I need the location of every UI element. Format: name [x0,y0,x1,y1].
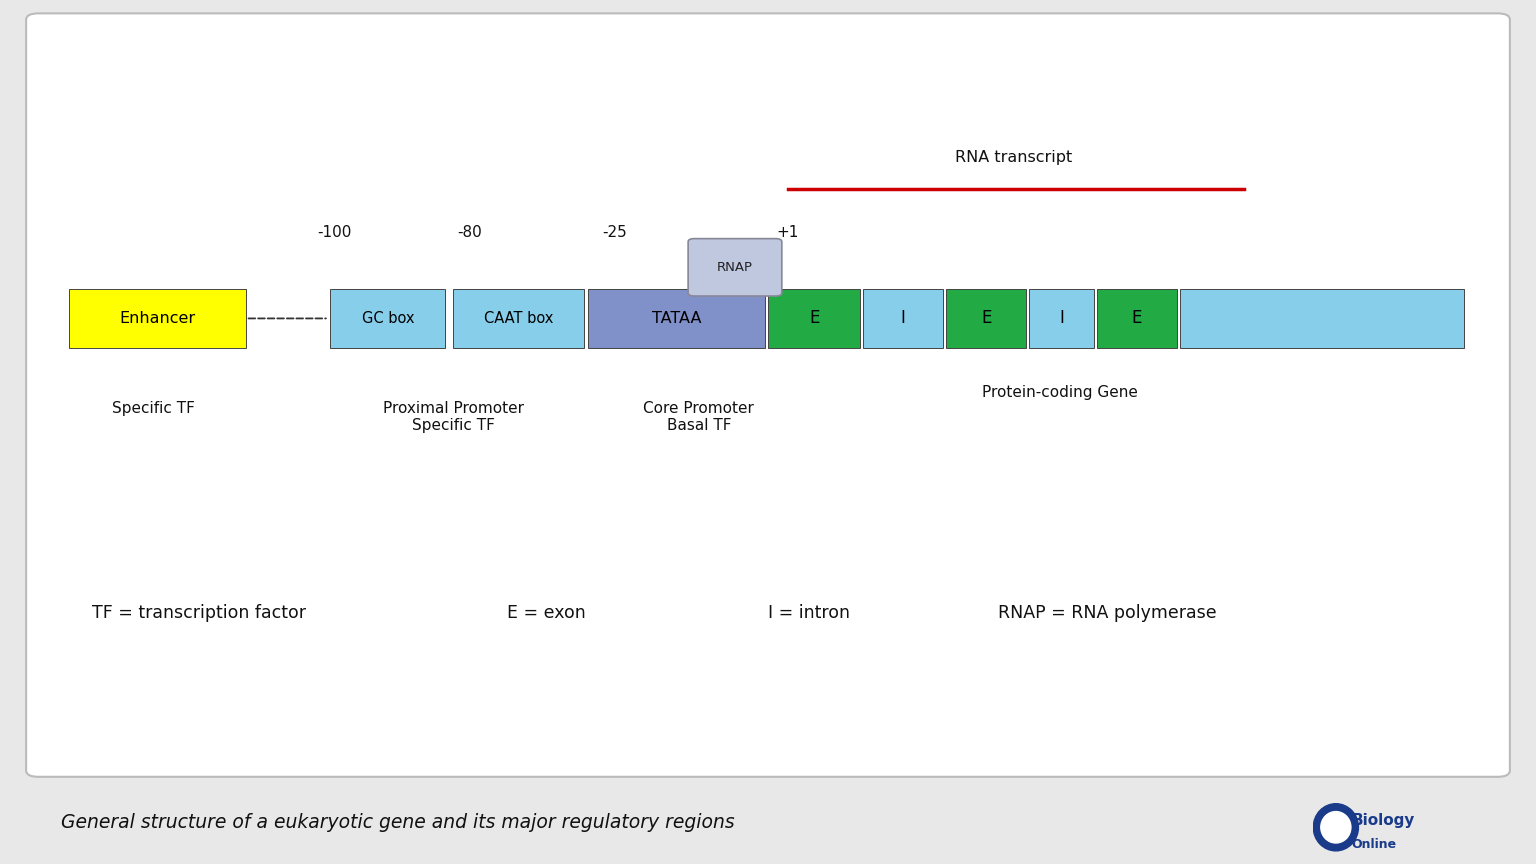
Text: Core Promoter
Basal TF: Core Promoter Basal TF [644,401,754,434]
Text: RNAP: RNAP [717,261,753,274]
Text: CAAT box: CAAT box [484,311,553,326]
Text: -80: -80 [458,225,482,240]
Bar [330,289,445,348]
Bar [69,289,246,348]
Text: E: E [1132,309,1141,327]
Bar [863,289,943,348]
Text: Proximal Promoter
Specific TF: Proximal Promoter Specific TF [382,401,524,434]
Text: -100: -100 [318,225,352,240]
Text: Online: Online [1352,838,1396,852]
Text: RNAP = RNA polymerase: RNAP = RNA polymerase [998,604,1217,622]
Text: TF = transcription factor: TF = transcription factor [92,604,306,622]
Text: RNA transcript: RNA transcript [955,150,1072,165]
FancyBboxPatch shape [26,13,1510,777]
Text: E = exon: E = exon [507,604,585,622]
Bar [1097,289,1177,348]
Text: I: I [900,309,906,327]
Bar [1029,289,1094,348]
FancyBboxPatch shape [688,238,782,296]
Text: -25: -25 [602,225,627,240]
Text: Biology: Biology [1352,813,1415,829]
Bar [946,289,1026,348]
Bar [453,289,584,348]
Text: TATAA: TATAA [651,311,702,326]
Text: +1: +1 [777,225,799,240]
Text: I: I [1058,309,1064,327]
Text: GC box: GC box [361,311,415,326]
Text: General structure of a eukaryotic gene and its major regulatory regions: General structure of a eukaryotic gene a… [61,813,736,832]
Text: E: E [809,309,819,327]
Text: E: E [982,309,991,327]
Bar [1180,289,1464,348]
Bar [588,289,765,348]
Circle shape [1321,811,1350,843]
Circle shape [1313,804,1358,851]
Text: Specific TF: Specific TF [112,401,195,416]
Text: b: b [1330,818,1342,836]
Bar [768,289,860,348]
Text: I = intron: I = intron [768,604,849,622]
Text: Protein-coding Gene: Protein-coding Gene [982,385,1138,400]
Text: Enhancer: Enhancer [120,311,195,326]
